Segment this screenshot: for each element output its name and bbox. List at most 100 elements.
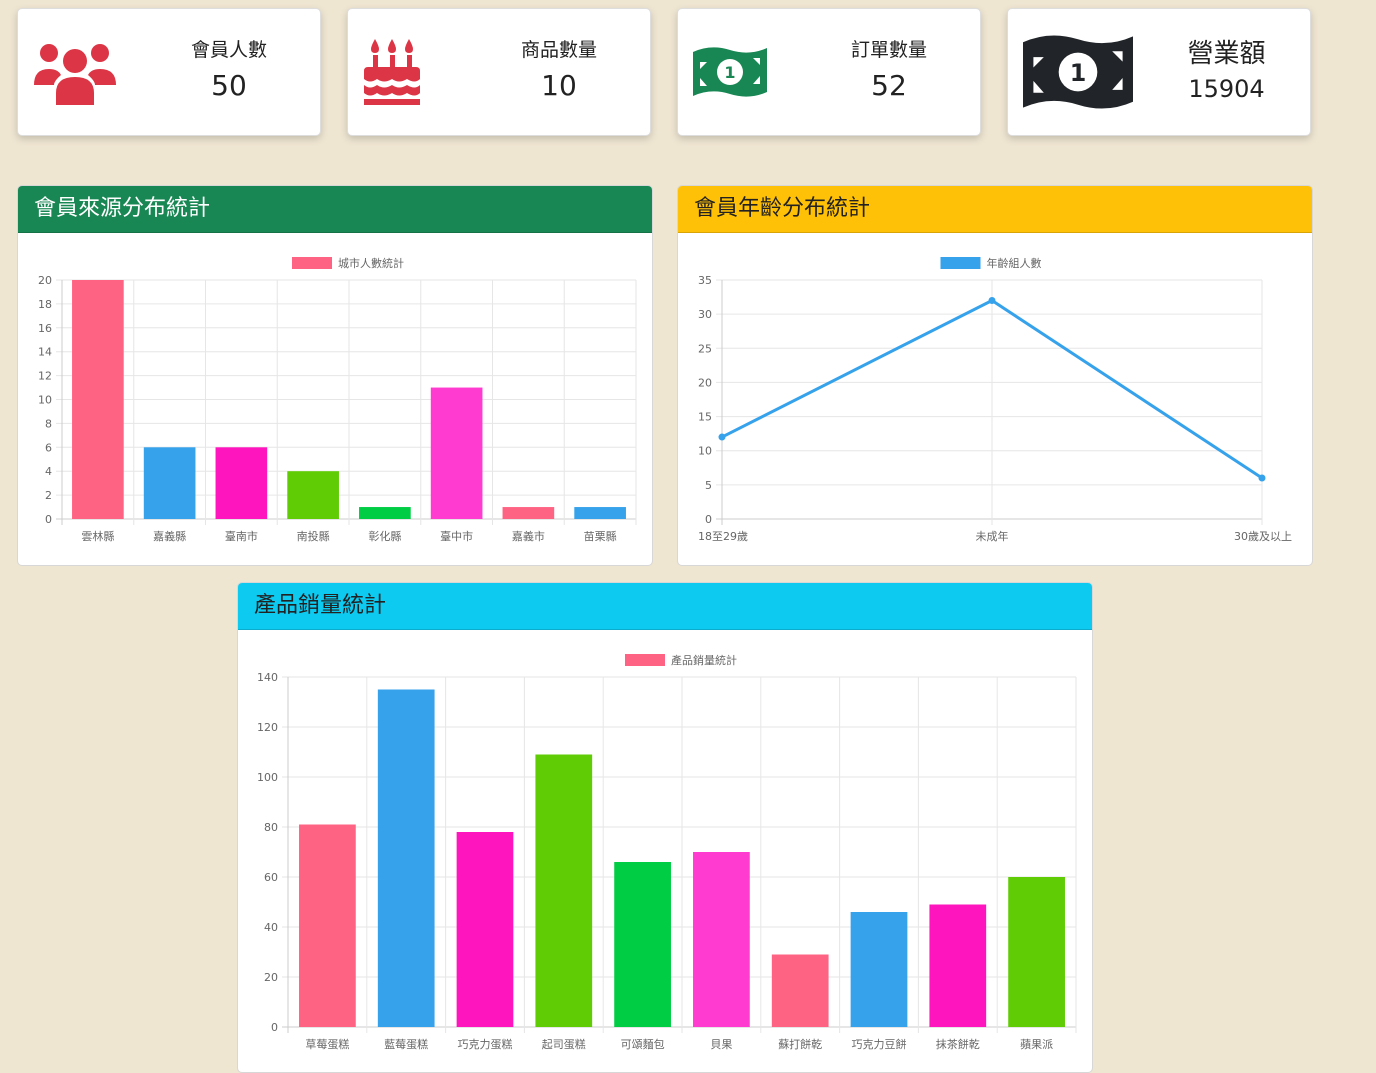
x-tick-label: 藍莓蛋糕: [384, 1037, 428, 1051]
sales-panel: 產品銷量統計 產品銷量統計 0 20 40 60 80 100 120 140 草莓蛋糕 藍莓蛋糕 巧…: [237, 582, 1093, 1073]
bar: [850, 912, 908, 1027]
y-tick-label: 16: [38, 322, 52, 335]
legend-label: 城市人數統計: [338, 256, 404, 270]
bar: [299, 824, 356, 1027]
x-tick-label: 30歲及以上: [1234, 529, 1292, 543]
y-tick-label: 35: [698, 274, 712, 287]
x-tick-label: 蘋果派: [1020, 1038, 1053, 1051]
stat-value: 15904: [1188, 75, 1265, 103]
y-tick-label: 20: [38, 274, 52, 287]
bar: [377, 689, 435, 1027]
x-tick-label: 嘉義市: [512, 529, 545, 543]
bar: [456, 832, 514, 1027]
x-tick-label: 抹茶餅乾: [936, 1037, 980, 1051]
x-tick-label: 嘉義縣: [153, 529, 186, 543]
bar: [502, 507, 555, 519]
bar: [359, 507, 411, 519]
stat-value: 10: [541, 69, 577, 102]
stat-card-orders: 1 訂單數量 52: [677, 8, 981, 136]
x-tick-label: 巧克力豆餅: [852, 1037, 907, 1051]
y-tick-label: 0: [45, 513, 52, 526]
x-tick-label: 起司蛋糕: [542, 1037, 586, 1051]
legend-label: 產品銷量統計: [671, 653, 737, 667]
y-tick-label: 80: [264, 821, 278, 834]
stat-value: 50: [211, 69, 247, 102]
data-point: [718, 433, 726, 441]
y-tick-label: 100: [257, 771, 278, 784]
y-tick-label: 20: [264, 971, 278, 984]
x-tick-label: 可頌麵包: [621, 1038, 665, 1051]
bar: [614, 862, 671, 1027]
y-tick-label: 60: [264, 871, 278, 884]
panel-title: 會員年齡分布統計: [678, 186, 1312, 233]
stat-label: 訂單數量: [850, 39, 927, 61]
stat-card-products: 商品數量 10: [347, 8, 651, 136]
x-tick-label: 臺南市: [225, 529, 258, 543]
svg-text:1: 1: [724, 63, 735, 82]
y-tick-label: 140: [257, 671, 278, 684]
stat-label: 會員人數: [190, 39, 267, 61]
x-tick-label: 貝果: [710, 1038, 732, 1051]
y-tick-label: 0: [271, 1021, 278, 1034]
x-tick-label: 未成年: [976, 529, 1009, 543]
legend-swatch: [940, 257, 981, 269]
bar: [1008, 877, 1065, 1027]
panel-title: 會員來源分布統計: [18, 186, 652, 233]
y-tick-label: 14: [38, 346, 52, 359]
y-tick-label: 5: [705, 479, 712, 492]
bar: [574, 507, 626, 519]
y-tick-label: 0: [705, 513, 712, 526]
x-tick-label: 南投縣: [297, 529, 330, 543]
svg-text:1: 1: [1070, 59, 1087, 87]
users-icon: [34, 44, 116, 105]
bar: [287, 471, 339, 519]
x-tick-label: 臺中市: [440, 529, 473, 543]
x-tick-label: 蘇打餅乾: [778, 1037, 822, 1051]
y-tick-label: 40: [264, 921, 278, 934]
panel-title: 產品銷量統計: [238, 583, 1092, 630]
x-tick-label: 巧克力蛋糕: [458, 1037, 513, 1051]
y-tick-label: 8: [45, 417, 52, 430]
bar: [771, 954, 829, 1027]
sales-bar-chart: 產品銷量統計 0 20 40 60 80 100 120 140 草莓蛋糕 藍莓蛋糕 巧克力蛋糕 起司蛋…: [257, 653, 1077, 1051]
money-bill-icon: 1: [693, 47, 767, 97]
y-tick-label: 12: [38, 370, 52, 383]
x-tick-label: 雲林縣: [81, 529, 114, 543]
y-tick-label: 18: [38, 298, 52, 311]
bar: [693, 852, 750, 1027]
x-tick-label: 彰化縣: [368, 529, 401, 543]
data-point: [1258, 474, 1266, 482]
x-tick-label: 草莓蛋糕: [305, 1037, 349, 1051]
age-distribution-panel: 會員年齡分布統計 年齡組人數 0 5 10 15 20 25 30 35 18至29歲 未成年 30歲…: [677, 185, 1313, 566]
bar: [535, 754, 593, 1027]
y-tick-label: 4: [45, 465, 52, 478]
bar: [929, 904, 987, 1027]
y-tick-label: 2: [45, 489, 52, 502]
legend-swatch: [625, 654, 665, 666]
bar: [143, 447, 196, 519]
legend-swatch: [292, 257, 332, 269]
y-tick-label: 120: [257, 721, 278, 734]
y-tick-label: 6: [45, 441, 52, 454]
stat-label: 商品數量: [520, 39, 597, 61]
y-tick-label: 20: [698, 376, 712, 389]
y-tick-label: 25: [698, 342, 712, 355]
city-distribution-panel: 會員來源分布統計 城市人數統計 0 2 4 6 8 10 12 14 16 18 20 雲林縣 嘉義縣 臺南…: [17, 185, 653, 566]
money-bill-icon: 1: [1023, 35, 1133, 109]
birthday-cake-icon: [364, 39, 420, 105]
stat-value: 52: [871, 69, 907, 102]
x-tick-label: 苗栗縣: [584, 530, 617, 543]
bar: [430, 387, 483, 519]
bar: [215, 447, 268, 519]
stat-card-revenue: 1 營業額 15904: [1007, 8, 1311, 136]
x-tick-label: 18至29歲: [698, 529, 748, 543]
bar: [72, 280, 124, 519]
y-tick-label: 10: [38, 394, 52, 407]
age-line-chart: 年齡組人數 0 5 10 15 20 25 30 35 18至29歲 未成年 30歲及以上: [698, 256, 1292, 543]
city-bar-chart: 城市人數統計 0 2 4 6 8 10 12 14 16 18 20 雲林縣 嘉義縣 臺南市 南投縣 彰化縣 臺中…: [38, 256, 637, 543]
y-tick-label: 15: [698, 411, 712, 424]
y-tick-label: 30: [698, 308, 712, 321]
stat-label: 營業額: [1187, 39, 1266, 69]
data-point: [988, 296, 996, 304]
legend-label: 年齡組人數: [987, 256, 1042, 270]
